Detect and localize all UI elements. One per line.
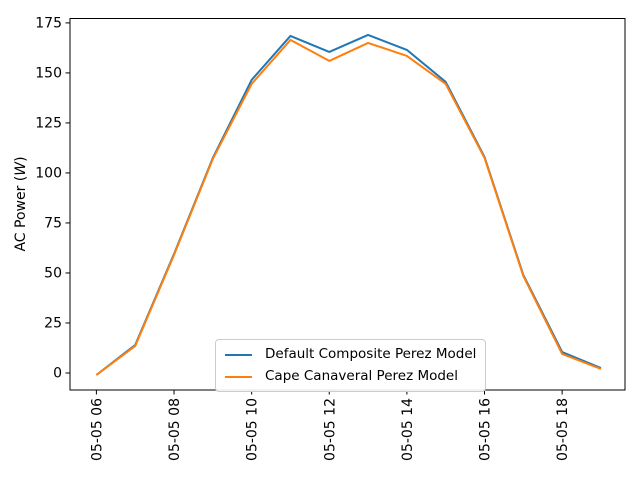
y-axis-label-prefix: AC Power ( xyxy=(13,175,29,252)
y-tick-label: 0 xyxy=(53,365,62,381)
x-tick-label: 05-05 18 xyxy=(555,398,571,461)
x-tick-label: 05-05 08 xyxy=(167,398,183,461)
y-tick-label: 175 xyxy=(35,15,62,31)
legend: Default Composite Perez Model Cape Canav… xyxy=(215,339,487,392)
legend-label: Default Composite Perez Model xyxy=(265,346,477,362)
x-tick-label: 05-05 12 xyxy=(322,398,338,461)
y-tick-label: 150 xyxy=(35,65,62,81)
y-tick-label: 50 xyxy=(44,265,62,281)
y-axis-label: AC Power (W) xyxy=(13,156,29,251)
x-tick-label: 05-05 06 xyxy=(89,398,105,461)
plot-border xyxy=(69,18,626,391)
legend-label: Cape Canaveral Perez Model xyxy=(265,368,458,384)
y-tick-label: 75 xyxy=(44,215,62,231)
series-line xyxy=(95,33,602,376)
x-tick-label: 05-05 10 xyxy=(245,398,261,461)
y-tick-label: 125 xyxy=(35,115,62,131)
y-tick-label: 25 xyxy=(44,315,62,331)
y-tick-label: 100 xyxy=(35,165,62,181)
legend-item-default-composite: Default Composite Perez Model xyxy=(225,345,476,364)
series-line-swatch-blue-icon xyxy=(225,353,252,356)
x-tick-label: 05-05 14 xyxy=(400,398,416,461)
series-line-swatch-orange-icon xyxy=(225,375,252,378)
legend-item-cape-canaveral: Cape Canaveral Perez Model xyxy=(225,367,476,386)
y-axis-label-unit: W xyxy=(13,161,29,176)
x-tick-label: 05-05 16 xyxy=(478,398,494,461)
series-line xyxy=(95,38,602,376)
y-axis-label-suffix: ) xyxy=(13,156,29,162)
